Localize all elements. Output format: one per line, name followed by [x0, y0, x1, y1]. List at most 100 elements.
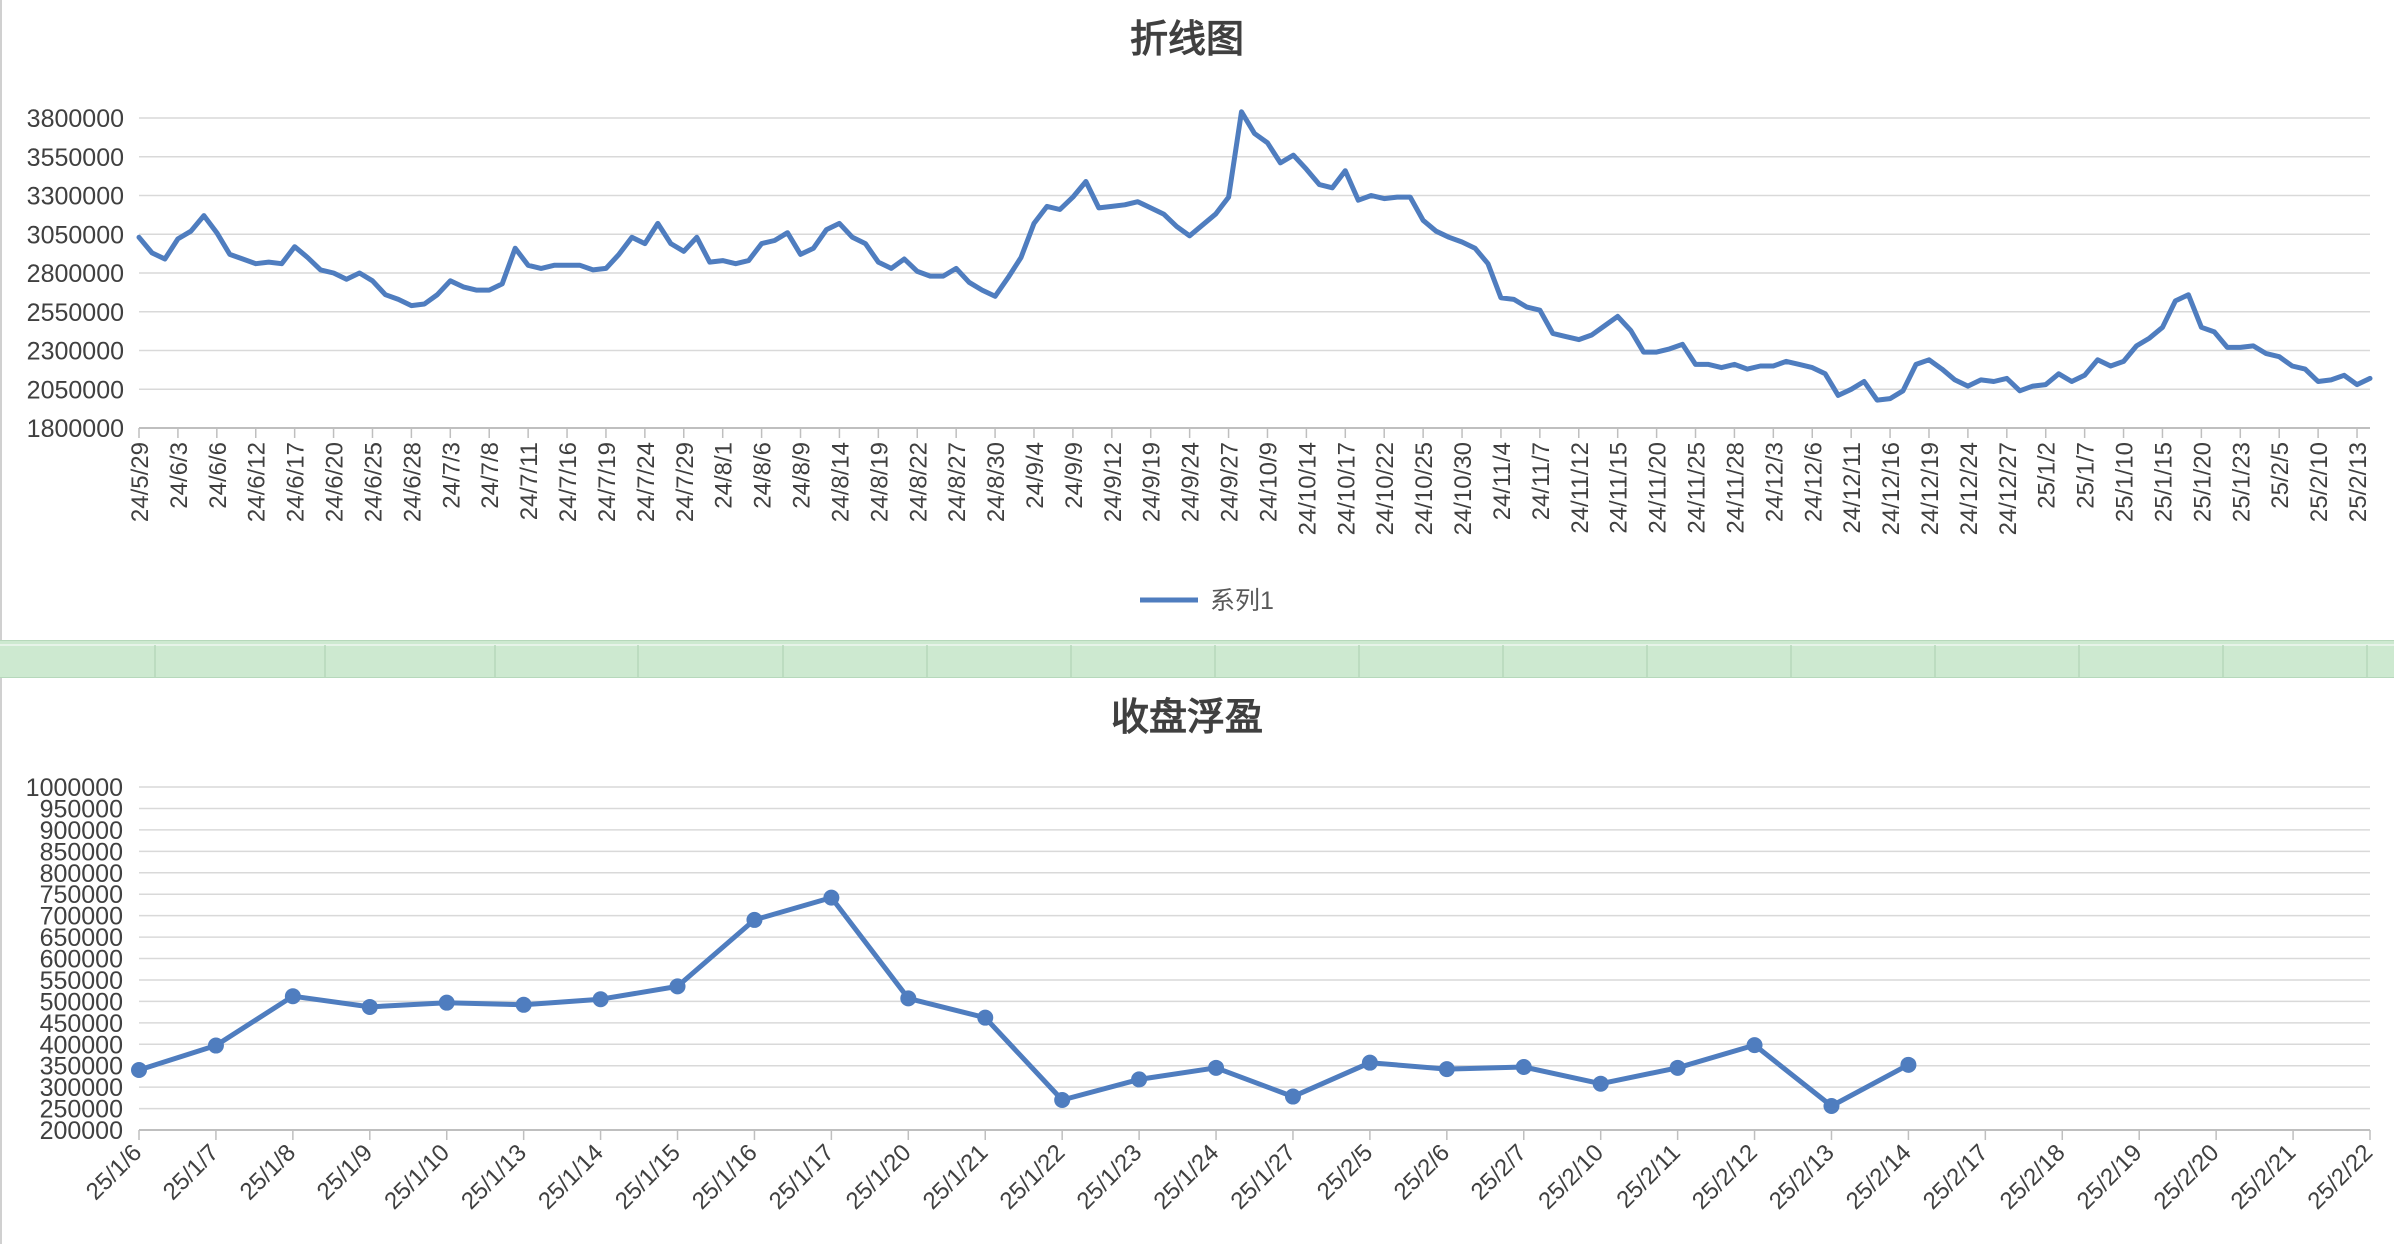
x-tick-label: 24/12/24 — [1956, 442, 1983, 535]
y-tick-label: 3550000 — [27, 144, 124, 172]
x-tick-label: 25/2/10 — [2306, 442, 2333, 522]
data-point — [1054, 1091, 1071, 1108]
data-point — [1592, 1075, 1609, 1092]
x-tick-label: 24/9/27 — [1217, 442, 1244, 522]
x-tick-label: 24/11/15 — [1606, 442, 1633, 534]
y-tick-label: 900000 — [40, 817, 123, 845]
y-tick-label: 800000 — [40, 860, 123, 888]
x-tick-label: 25/1/15 — [2150, 442, 2177, 522]
x-tick-label: 24/8/1 — [711, 442, 738, 509]
x-tick-label: 24/12/19 — [1917, 442, 1944, 535]
x-tick-label: 25/1/7 — [2073, 442, 2100, 509]
gridlines-2 — [139, 786, 2370, 1131]
x-tick-label: 24/6/20 — [322, 442, 349, 522]
data-point — [1746, 1037, 1763, 1054]
y-tick-label: 500000 — [40, 988, 123, 1016]
x-tick-label: 24/7/29 — [672, 442, 699, 522]
data-point — [515, 996, 532, 1013]
chart-title-2: 收盘浮盈 — [1111, 696, 1263, 739]
y-tick-label: 350000 — [40, 1053, 123, 1081]
data-point — [1669, 1059, 1686, 1076]
x-tick-label: 24/8/19 — [866, 442, 893, 522]
data-point — [900, 990, 917, 1007]
chart-title: 折线图 — [1130, 19, 1244, 61]
x-axis: 24/5/29 24/6/3 24/6/6 24/6/12 24/6/17 24/6/20… — [127, 428, 2372, 535]
y-tick-label: 950000 — [40, 795, 123, 823]
data-point — [592, 991, 609, 1008]
x-tick-label: 24/12/11 — [1839, 442, 1866, 534]
y-tick-label: 1000000 — [26, 774, 123, 802]
y-tick-label: 750000 — [40, 881, 123, 909]
y-tick-label: 200000 — [40, 1117, 123, 1145]
line-chart-floating-profit: 收盘浮盈 20000025000030000035000040000045000… — [0, 678, 2394, 1244]
x-tick-label: 24/10/30 — [1450, 442, 1477, 535]
x-tick-label: 24/7/24 — [633, 442, 660, 522]
x-tick-label: 25/1/2 — [2034, 442, 2061, 509]
x-tick-label: 24/9/19 — [1139, 442, 1166, 522]
data-point — [131, 1061, 147, 1078]
data-point — [1208, 1059, 1225, 1076]
data-point — [1438, 1061, 1455, 1078]
x-tick-label: 24/10/14 — [1294, 442, 1321, 535]
x-tick-label: 24/7/19 — [594, 442, 621, 522]
x-tick-label: 24/6/3 — [166, 442, 193, 509]
line-chart-main: 折线图 1800000 2050000 2300000 2550000 2800000 3… — [0, 0, 2373, 640]
y-axis-2: 2000002500003000003500004000004500005000… — [26, 774, 123, 1145]
gridlines — [139, 117, 2370, 429]
data-point — [361, 998, 378, 1015]
data-point — [1361, 1054, 1378, 1071]
x-tick-label: 25/2/13 — [2345, 442, 2372, 522]
data-point — [1515, 1058, 1532, 1075]
x-tick-label: 24/12/16 — [1878, 442, 1905, 535]
data-point — [1900, 1056, 1917, 1073]
x-tick-label: 24/10/25 — [1411, 442, 1438, 535]
x-tick-label: 24/5/29 — [127, 442, 154, 522]
data-point — [1131, 1071, 1148, 1088]
y-tick-label: 2300000 — [27, 338, 124, 366]
y-tick-label: 850000 — [40, 838, 123, 866]
y-tick-label: 650000 — [40, 924, 123, 952]
x-tick-label: 24/8/14 — [827, 442, 854, 522]
x-tick-label: 24/7/3 — [438, 442, 465, 509]
x-tick-label: 24/8/6 — [750, 442, 777, 509]
legend-entry: 系列1 — [1210, 587, 1274, 615]
y-tick-label: 700000 — [40, 903, 123, 931]
x-tick-label: 24/11/7 — [1528, 442, 1555, 520]
x-tick-label: 24/8/30 — [983, 442, 1010, 522]
x-tick-label: 24/11/20 — [1645, 442, 1672, 534]
data-point — [284, 988, 301, 1005]
x-tick-label: 24/11/12 — [1567, 442, 1594, 534]
x-tick-label: 24/12/3 — [1761, 442, 1788, 522]
series-line — [136, 109, 2373, 403]
x-tick-label: 24/7/11 — [516, 442, 543, 520]
x-tick-label: 24/11/28 — [1722, 442, 1749, 534]
y-tick-label: 2050000 — [27, 376, 124, 404]
y-tick-label: 250000 — [40, 1096, 123, 1124]
x-tick-label: 25/1/20 — [2189, 442, 2216, 522]
sheet-row-band — [0, 640, 2394, 678]
data-point — [438, 994, 455, 1011]
x-tick-label: 24/6/6 — [205, 442, 232, 509]
x-tick-label: 24/10/17 — [1333, 442, 1360, 535]
y-tick-label: 3300000 — [27, 183, 124, 211]
x-tick-label: 24/9/4 — [1022, 442, 1049, 509]
x-tick-label: 24/7/8 — [477, 442, 504, 509]
y-tick-label: 3050000 — [27, 221, 124, 249]
series-line — [136, 895, 1911, 1109]
y-tick-label: 450000 — [40, 1010, 123, 1038]
x-tick-label: 24/9/24 — [1178, 442, 1205, 522]
y-tick-label: 600000 — [40, 946, 123, 974]
y-tick-label: 2550000 — [27, 299, 124, 327]
data-point — [207, 1037, 224, 1054]
x-tick-label: 24/8/27 — [944, 442, 971, 522]
x-tick-label: 24/9/12 — [1100, 442, 1127, 522]
data-point — [823, 889, 840, 906]
y-tick-label: 300000 — [40, 1074, 123, 1102]
x-tick-label: 24/11/25 — [1684, 442, 1711, 534]
x-tick-label: 24/6/25 — [360, 442, 387, 522]
data-point — [1284, 1088, 1301, 1105]
series-plot — [136, 109, 2373, 403]
x-tick-label: 24/12/6 — [1800, 442, 1827, 522]
data-point — [669, 978, 686, 995]
x-tick-label: 24/9/9 — [1061, 442, 1088, 509]
